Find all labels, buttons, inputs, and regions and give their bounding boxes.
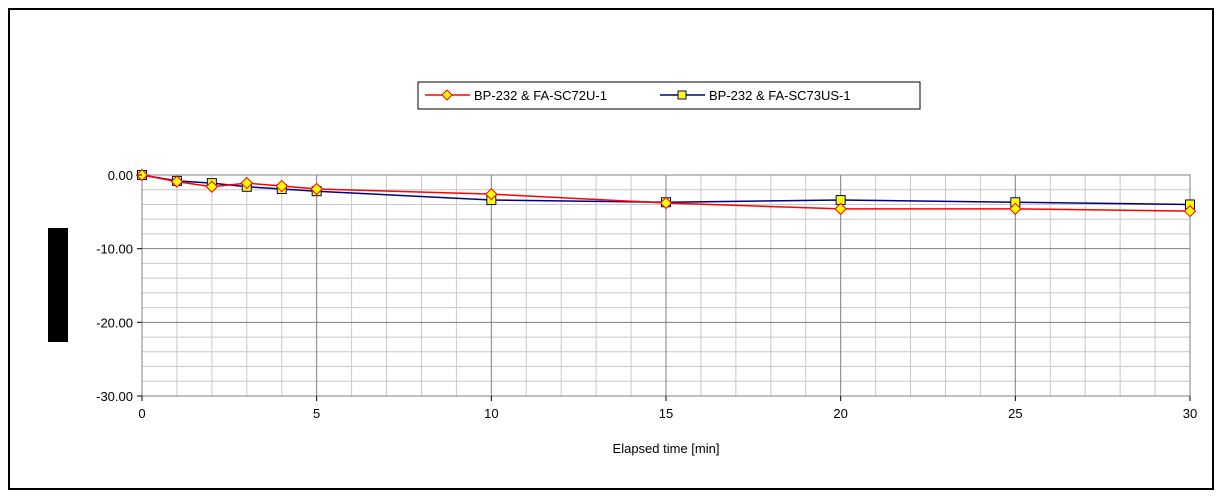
y-tick-label: -20.00 <box>96 315 133 330</box>
legend-label-1: BP-232 & FA-SC73US-1 <box>709 88 851 103</box>
x-tick-label: 0 <box>138 406 145 421</box>
legend-swatch-marker-1 <box>677 90 687 100</box>
series-0-point <box>240 176 254 190</box>
x-tick-label: 5 <box>313 406 320 421</box>
y-tick-label: 0.00 <box>108 168 133 183</box>
redacted-axis-title-block <box>48 228 68 342</box>
series-0-point <box>275 179 288 193</box>
series-0-point <box>310 182 323 196</box>
x-tick-label: 30 <box>1183 406 1197 421</box>
tick-layer: 0.00 -10.00 -20.00 -30.00 0 5 10 15 20 25 30 <box>96 168 1197 421</box>
series-0-point <box>1009 202 1022 216</box>
x-axis-title: Elapsed time [min] <box>613 441 720 456</box>
x-tick-label: 25 <box>1008 406 1022 421</box>
series-0-point <box>834 202 847 216</box>
series-0-point <box>1183 204 1197 218</box>
series-0-point <box>170 175 184 188</box>
legend: BP-232 & FA-SC72U-1 BP-232 & FA-SC73US-1 <box>417 81 921 110</box>
x-tick-label: 10 <box>484 406 498 421</box>
y-tick-label: -30.00 <box>96 389 133 404</box>
series-layer <box>135 168 1197 218</box>
legend-swatch-marker-0 <box>441 89 453 101</box>
grid-layer <box>141 174 1191 397</box>
x-tick-label: 20 <box>833 406 847 421</box>
y-tick-label: -10.00 <box>96 242 133 257</box>
legend-label-0: BP-232 & FA-SC72U-1 <box>474 88 607 103</box>
x-tick-label: 15 <box>659 406 673 421</box>
series-0-point <box>205 180 219 193</box>
series-0-point <box>659 196 673 210</box>
series-0-point <box>485 187 498 201</box>
